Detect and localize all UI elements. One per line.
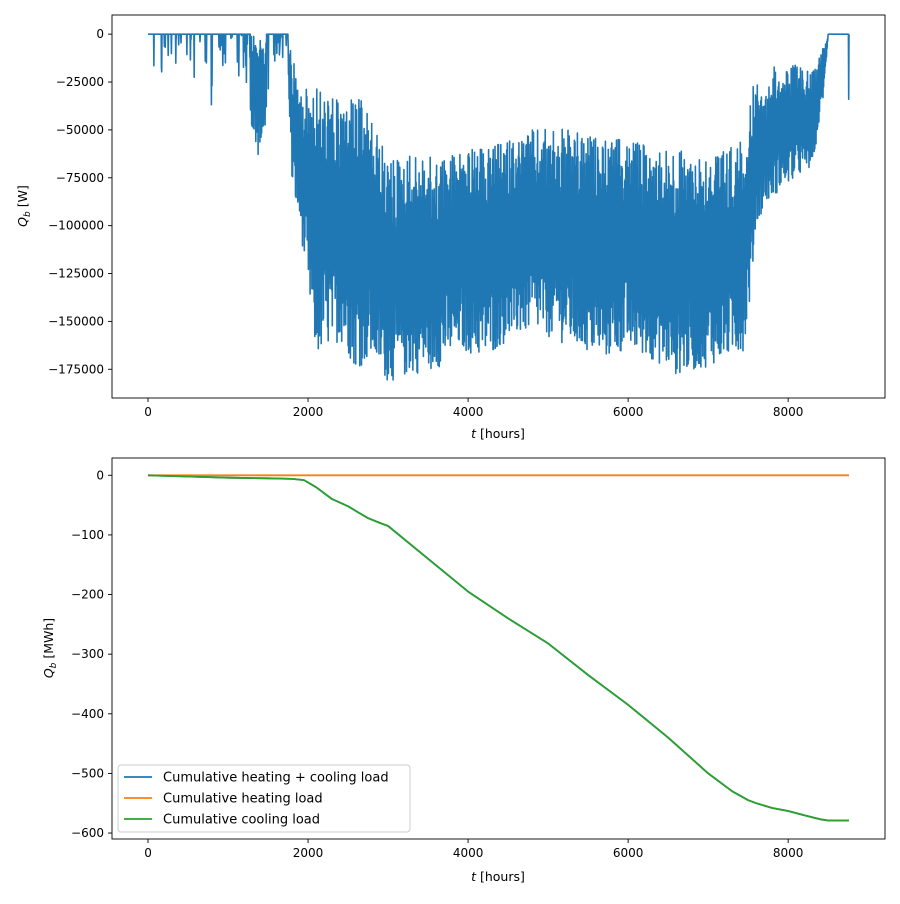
cumulative-load-x-axis-variable: t — [471, 869, 477, 884]
hourly-load-x-axis-unit: [hours] — [476, 426, 525, 441]
hourly-load-y-axis-variable: Q — [15, 217, 30, 227]
cumulative-load-plot-area — [147, 474, 849, 822]
cumulative-load-y-tick-label: −300 — [71, 647, 104, 661]
hourly-load-chart: 0 2000 4000 6000 8000 0 −25000 −50000 −75000 −10… — [15, 14, 886, 441]
hourly-load-x-tick-label: 4000 — [453, 405, 484, 419]
cumulative-load-x-tick-label: 2000 — [293, 846, 324, 860]
hourly-load-y-tick-label: −50000 — [56, 123, 104, 137]
cumulative-load-y-tick-label: −500 — [71, 766, 104, 780]
legend-item-cooling-label: Cumulative cooling load — [163, 813, 320, 828]
legend-box — [117, 764, 411, 833]
cumulative-load-chart: 0 2000 4000 6000 8000 0 −100 −200 −300 −400 −500 −… — [41, 457, 886, 884]
cumulative-load-y-tick-label: 0 — [96, 468, 104, 482]
cumulative-load-y-tick-label: −100 — [71, 528, 104, 542]
hourly-load-axes-frame — [111, 14, 886, 399]
hourly-load-x-tick-label: 6000 — [613, 405, 644, 419]
hourly-load-plot-area — [147, 33, 850, 381]
hourly-load-y-tick-label: −125000 — [48, 267, 104, 281]
hourly-load-y-tick-label: 0 — [96, 27, 104, 41]
hourly-load-x-tick-label: 8000 — [773, 405, 804, 419]
hourly-load-y-tick-label: −150000 — [48, 314, 104, 328]
hourly-load-y-tick-label: −100000 — [48, 219, 104, 233]
hourly-load-y-tick-label: −75000 — [56, 171, 104, 185]
hourly-load-y-tick-label: −25000 — [56, 75, 104, 89]
cumulative-load-x-axis-unit: [hours] — [476, 869, 525, 884]
legend-item-heating-label: Cumulative heating load — [163, 792, 323, 807]
cumulative-load-y-tick-label: −200 — [71, 588, 104, 602]
cumulative-load-y-axis-subscript: b — [49, 662, 59, 668]
cumulative-load-legend: Cumulative heating + cooling load Cumulat… — [117, 764, 411, 833]
cumulative-load-axes-frame — [111, 457, 886, 840]
hourly-load-y-tick-label: −175000 — [48, 362, 104, 376]
cumulative-load-x-tick-label: 8000 — [773, 846, 804, 860]
cumulative-load-x-tick-label: 6000 — [613, 846, 644, 860]
hourly-load-y-axis-subscript: b — [23, 211, 33, 217]
hourly-load-x-tick-label: 2000 — [293, 405, 324, 419]
cumulative-load-x-ticks: 0 2000 4000 6000 8000 — [144, 839, 803, 860]
cumulative-load-y-axis-variable: Q — [41, 668, 56, 678]
cumulative-load-x-tick-label: 0 — [144, 846, 152, 860]
hourly-load-x-tick-label: 0 — [144, 405, 152, 419]
cumulative-load-x-tick-label: 4000 — [453, 846, 484, 860]
hourly-load-x-axis-label: t [hours] — [471, 426, 525, 441]
cumulative-load-y-tick-label: −400 — [71, 707, 104, 721]
cumulative-load-y-axis-unit: [MWh] — [41, 618, 56, 663]
cumulative-load-x-axis-label: t [hours] — [471, 869, 525, 884]
hourly-load-y-axis-unit: [W] — [15, 185, 30, 211]
hourly-load-x-ticks: 0 2000 4000 6000 8000 — [144, 398, 803, 419]
hourly-load-x-axis-variable: t — [471, 426, 477, 441]
legend-item-total-label: Cumulative heating + cooling load — [163, 771, 389, 786]
cumulative-load-y-axis-label: Qb [MWh] — [41, 618, 59, 678]
cumulative-load-y-tick-label: −600 — [71, 826, 104, 840]
hourly-load-y-axis-label: Qb [W] — [15, 185, 33, 227]
hourly-load-series-line — [147, 33, 850, 381]
hourly-load-y-ticks: 0 −25000 −50000 −75000 −100000 −125000 −150000… — [48, 27, 112, 376]
cumulative-cooling-line — [147, 474, 849, 822]
cumulative-load-y-ticks: 0 −100 −200 −300 −400 −500 −600 — [71, 468, 112, 840]
